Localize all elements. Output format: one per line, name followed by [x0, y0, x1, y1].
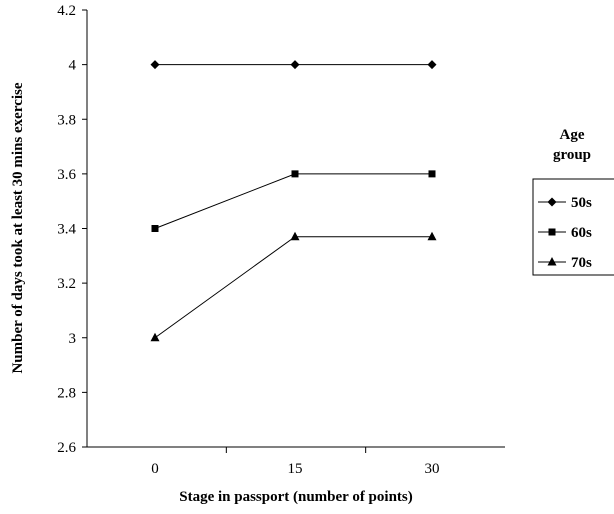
x-ticks: 0 15 30: [151, 447, 440, 477]
y-ticks: 2.6 2.8 3 3.2 3.4 3.6 3.8 4 4.2: [57, 3, 87, 456]
legend-label-60s: 60s: [571, 225, 592, 241]
series-line-70s: [154, 236, 432, 339]
legend-marker-50s: [547, 197, 557, 207]
series-markers: [150, 60, 437, 342]
y-tick-label: 3.6: [57, 167, 76, 183]
legend-box: [532, 178, 614, 276]
legend-label-70s: 70s: [571, 255, 592, 271]
x-tick-label: 15: [288, 461, 303, 477]
y-axis-title: Number of days took at least 30 mins exe…: [10, 82, 26, 373]
y-tick-label: 3.8: [57, 112, 76, 128]
legend-title-line1: Age: [560, 127, 585, 143]
series-lines: [154, 64, 432, 339]
y-tick-label: 2.6: [57, 440, 76, 456]
y-tick-label: 3: [69, 331, 77, 347]
data-point-50s: [290, 60, 300, 70]
y-tick-label: 3.4: [57, 222, 76, 238]
legend-marker-70s: [547, 257, 557, 266]
x-axis-title: Stage in passport (number of points): [179, 489, 413, 505]
data-point-60s: [151, 225, 159, 232]
legend-marker-60s: [548, 228, 556, 236]
data-point-60s: [291, 170, 299, 178]
legend-label-50s: 50s: [571, 195, 592, 211]
legend: Age group 50s 60s 70s: [532, 127, 614, 276]
y-tick-label: 4: [69, 58, 77, 74]
data-point-70s: [290, 231, 300, 241]
data-point-70s: [150, 332, 160, 342]
y-tick-label: 3.2: [57, 276, 76, 292]
series-line-60s: [154, 173, 432, 229]
x-tick-label: 30: [425, 461, 440, 477]
y-tick-label: 4.2: [57, 3, 76, 19]
data-point-70s: [427, 231, 437, 241]
x-tick-label: 0: [151, 461, 159, 477]
y-tick-label: 2.8: [57, 385, 76, 401]
legend-title-line2: group: [553, 147, 591, 163]
data-point-50s: [427, 60, 437, 70]
data-point-60s: [428, 170, 436, 178]
legend-items: 50s 60s 70s: [538, 195, 592, 271]
data-point-50s: [150, 60, 160, 70]
